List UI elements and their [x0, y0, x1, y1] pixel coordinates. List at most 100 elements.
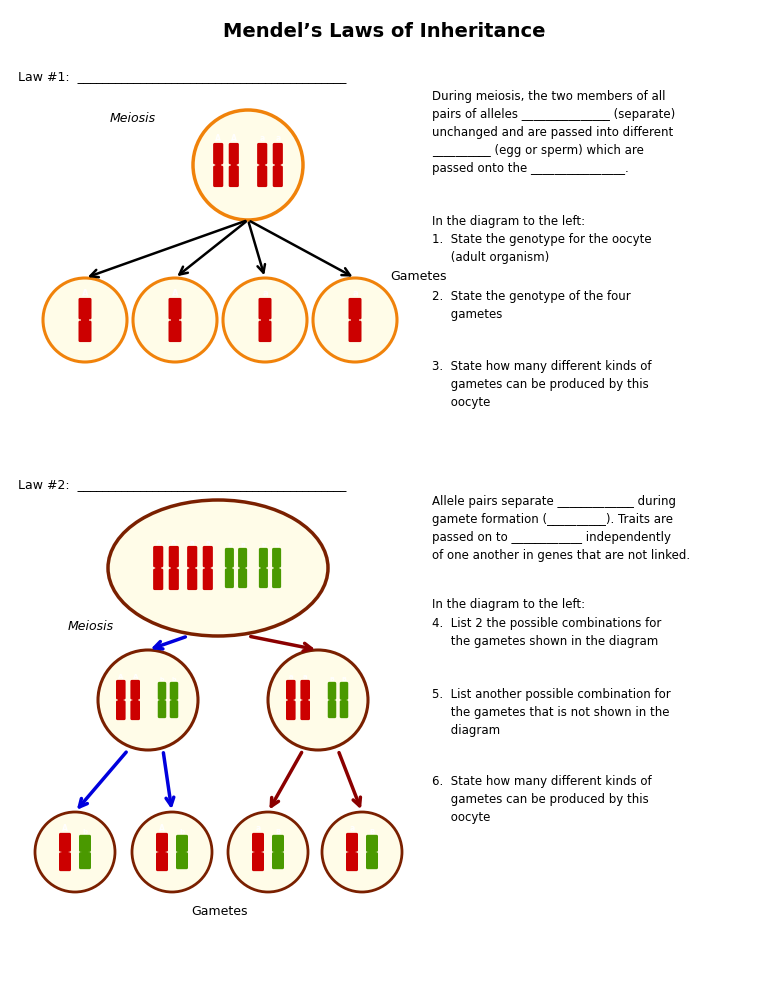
- FancyBboxPatch shape: [214, 143, 223, 164]
- FancyBboxPatch shape: [252, 852, 264, 871]
- FancyBboxPatch shape: [273, 143, 283, 164]
- Text: Law #1:  ___________________________________________: Law #1: ________________________________…: [18, 70, 346, 83]
- FancyBboxPatch shape: [227, 566, 232, 571]
- FancyBboxPatch shape: [156, 833, 168, 852]
- FancyBboxPatch shape: [116, 680, 126, 700]
- FancyBboxPatch shape: [349, 849, 356, 855]
- FancyBboxPatch shape: [286, 701, 296, 720]
- FancyBboxPatch shape: [178, 850, 186, 855]
- FancyBboxPatch shape: [157, 682, 166, 700]
- FancyBboxPatch shape: [168, 298, 181, 319]
- FancyBboxPatch shape: [274, 850, 282, 855]
- Text: 1.  State the genotype for the oocyte
     (adult organism): 1. State the genotype for the oocyte (ad…: [432, 233, 651, 264]
- FancyBboxPatch shape: [81, 850, 88, 855]
- FancyBboxPatch shape: [169, 546, 179, 568]
- FancyBboxPatch shape: [259, 298, 272, 319]
- FancyBboxPatch shape: [261, 566, 266, 571]
- FancyBboxPatch shape: [259, 569, 268, 588]
- Text: b: b: [261, 544, 266, 549]
- FancyBboxPatch shape: [272, 852, 284, 869]
- Text: Meiosis: Meiosis: [68, 620, 114, 633]
- FancyBboxPatch shape: [229, 166, 239, 187]
- Text: b: b: [180, 829, 184, 835]
- FancyBboxPatch shape: [231, 162, 237, 168]
- FancyBboxPatch shape: [369, 850, 376, 855]
- FancyBboxPatch shape: [203, 569, 213, 590]
- Text: Law #2:  ___________________________________________: Law #2: ________________________________…: [18, 478, 346, 491]
- FancyBboxPatch shape: [59, 833, 71, 852]
- FancyBboxPatch shape: [272, 548, 281, 568]
- FancyBboxPatch shape: [272, 569, 281, 588]
- FancyBboxPatch shape: [349, 298, 362, 319]
- FancyBboxPatch shape: [81, 317, 89, 323]
- FancyBboxPatch shape: [273, 166, 283, 187]
- Text: A: A: [159, 824, 165, 833]
- FancyBboxPatch shape: [176, 852, 188, 869]
- Circle shape: [35, 812, 115, 892]
- Text: A: A: [118, 674, 124, 680]
- FancyBboxPatch shape: [257, 143, 267, 164]
- FancyBboxPatch shape: [225, 548, 234, 568]
- Text: Meiosis: Meiosis: [110, 112, 156, 125]
- FancyBboxPatch shape: [261, 317, 269, 323]
- Text: 5.  List another possible combination for
     the gametes that is not shown in : 5. List another possible combination for…: [432, 688, 670, 737]
- FancyBboxPatch shape: [61, 849, 68, 855]
- FancyBboxPatch shape: [153, 546, 164, 568]
- FancyBboxPatch shape: [131, 701, 140, 720]
- Text: a: a: [206, 541, 210, 547]
- FancyBboxPatch shape: [160, 698, 164, 703]
- Text: A: A: [172, 289, 178, 298]
- Text: Gametes: Gametes: [192, 905, 248, 918]
- FancyBboxPatch shape: [170, 565, 177, 571]
- FancyBboxPatch shape: [157, 700, 166, 718]
- Circle shape: [228, 812, 308, 892]
- FancyBboxPatch shape: [214, 166, 223, 187]
- Text: B: B: [342, 677, 346, 682]
- Circle shape: [132, 812, 212, 892]
- FancyBboxPatch shape: [254, 849, 262, 855]
- FancyBboxPatch shape: [153, 569, 164, 590]
- FancyBboxPatch shape: [187, 546, 197, 568]
- Text: B: B: [369, 829, 375, 835]
- FancyBboxPatch shape: [205, 565, 210, 571]
- Text: a: a: [349, 824, 355, 833]
- FancyBboxPatch shape: [168, 321, 181, 342]
- FancyBboxPatch shape: [225, 569, 234, 588]
- Text: a: a: [256, 824, 260, 833]
- Circle shape: [98, 650, 198, 750]
- Circle shape: [133, 278, 217, 362]
- FancyBboxPatch shape: [274, 566, 280, 571]
- FancyBboxPatch shape: [259, 321, 272, 342]
- Text: b: b: [82, 829, 88, 835]
- Text: In the diagram to the left:: In the diagram to the left:: [432, 598, 585, 611]
- Text: A: A: [215, 134, 221, 143]
- FancyBboxPatch shape: [351, 317, 359, 323]
- FancyBboxPatch shape: [131, 680, 140, 700]
- Text: a: a: [289, 674, 293, 680]
- Text: B: B: [276, 829, 280, 835]
- Text: a: a: [353, 289, 358, 298]
- Circle shape: [223, 278, 307, 362]
- Text: b: b: [172, 677, 176, 682]
- Circle shape: [313, 278, 397, 362]
- FancyBboxPatch shape: [132, 697, 138, 703]
- Text: During meiosis, the two members of all
pairs of alleles _______________ (separat: During meiosis, the two members of all p…: [432, 90, 675, 175]
- FancyBboxPatch shape: [59, 852, 71, 871]
- FancyBboxPatch shape: [252, 833, 264, 852]
- FancyBboxPatch shape: [286, 680, 296, 700]
- Text: b: b: [274, 544, 279, 549]
- FancyBboxPatch shape: [257, 166, 267, 187]
- FancyBboxPatch shape: [187, 569, 197, 590]
- FancyBboxPatch shape: [203, 546, 213, 568]
- FancyBboxPatch shape: [79, 852, 91, 869]
- Text: A: A: [81, 289, 88, 298]
- FancyBboxPatch shape: [339, 700, 348, 718]
- Text: B: B: [227, 544, 232, 549]
- FancyBboxPatch shape: [300, 680, 310, 700]
- FancyBboxPatch shape: [328, 682, 336, 700]
- FancyBboxPatch shape: [259, 162, 265, 168]
- FancyBboxPatch shape: [329, 698, 334, 703]
- FancyBboxPatch shape: [238, 569, 247, 588]
- Text: B: B: [329, 677, 334, 682]
- FancyBboxPatch shape: [240, 566, 245, 571]
